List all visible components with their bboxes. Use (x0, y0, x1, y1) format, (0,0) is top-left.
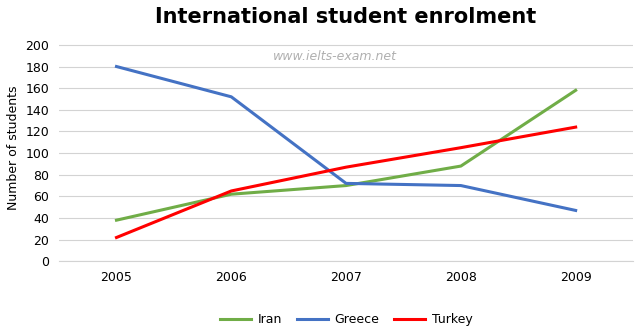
Text: www.ielts-exam.net: www.ielts-exam.net (273, 50, 397, 63)
Legend: Iran, Greece, Turkey: Iran, Greece, Turkey (215, 309, 477, 331)
Line: Turkey: Turkey (116, 127, 575, 238)
Iran (342, 184, 350, 188)
Turkey (572, 125, 579, 129)
Greece (227, 95, 235, 99)
Iran (227, 192, 235, 196)
Greece (457, 184, 465, 188)
Turkey (457, 146, 465, 150)
Greece (113, 65, 120, 69)
Y-axis label: Number of students: Number of students (7, 85, 20, 210)
Line: Iran: Iran (116, 90, 575, 220)
Turkey (227, 189, 235, 193)
Title: International student enrolment: International student enrolment (156, 7, 537, 27)
Iran (457, 164, 465, 168)
Turkey (113, 236, 120, 240)
Greece (572, 208, 579, 212)
Iran (572, 88, 579, 92)
Greece (342, 181, 350, 185)
Turkey (342, 165, 350, 169)
Line: Greece: Greece (116, 67, 575, 210)
Iran (113, 218, 120, 222)
